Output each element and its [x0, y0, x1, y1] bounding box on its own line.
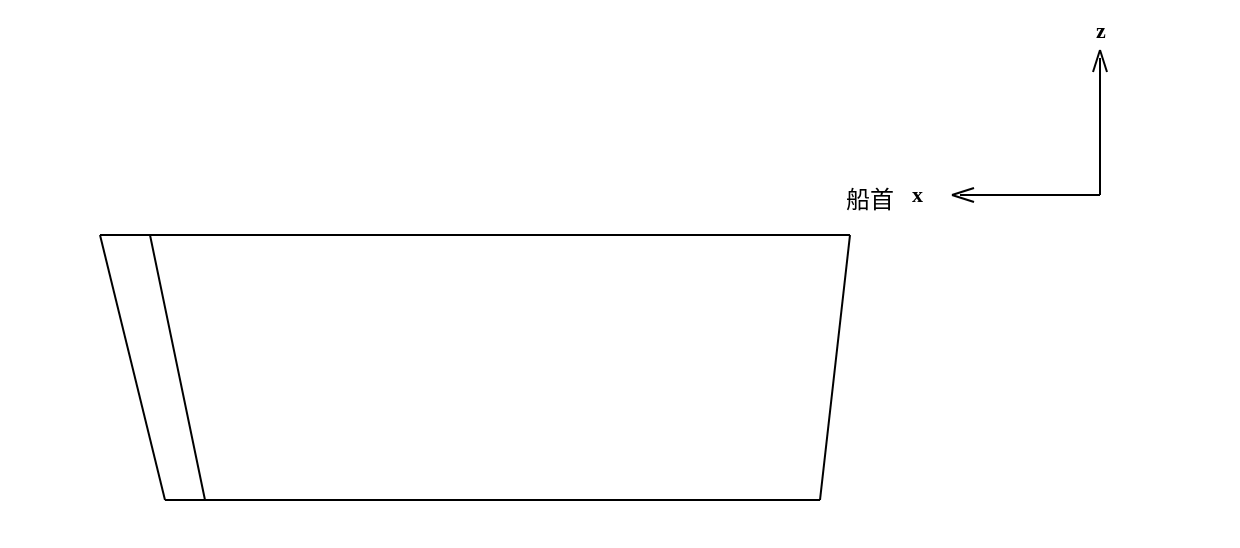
x-axis-arrow-bottom — [952, 195, 974, 202]
z-axis-arrow-left — [1093, 50, 1100, 72]
x-axis-label: x — [912, 182, 923, 208]
ship-hull — [100, 235, 850, 500]
z-axis-arrow-right — [1100, 50, 1107, 72]
diagram-container: z x 船首 — [0, 0, 1240, 548]
bow-label: 船首 — [846, 180, 894, 215]
diagram-svg — [0, 0, 1240, 548]
ship-back-right-edge — [150, 235, 205, 500]
ship-back-left-edge — [100, 235, 165, 500]
ship-front-edge — [820, 235, 850, 500]
x-axis-arrow-top — [952, 188, 974, 195]
z-axis-label: z — [1096, 18, 1106, 44]
